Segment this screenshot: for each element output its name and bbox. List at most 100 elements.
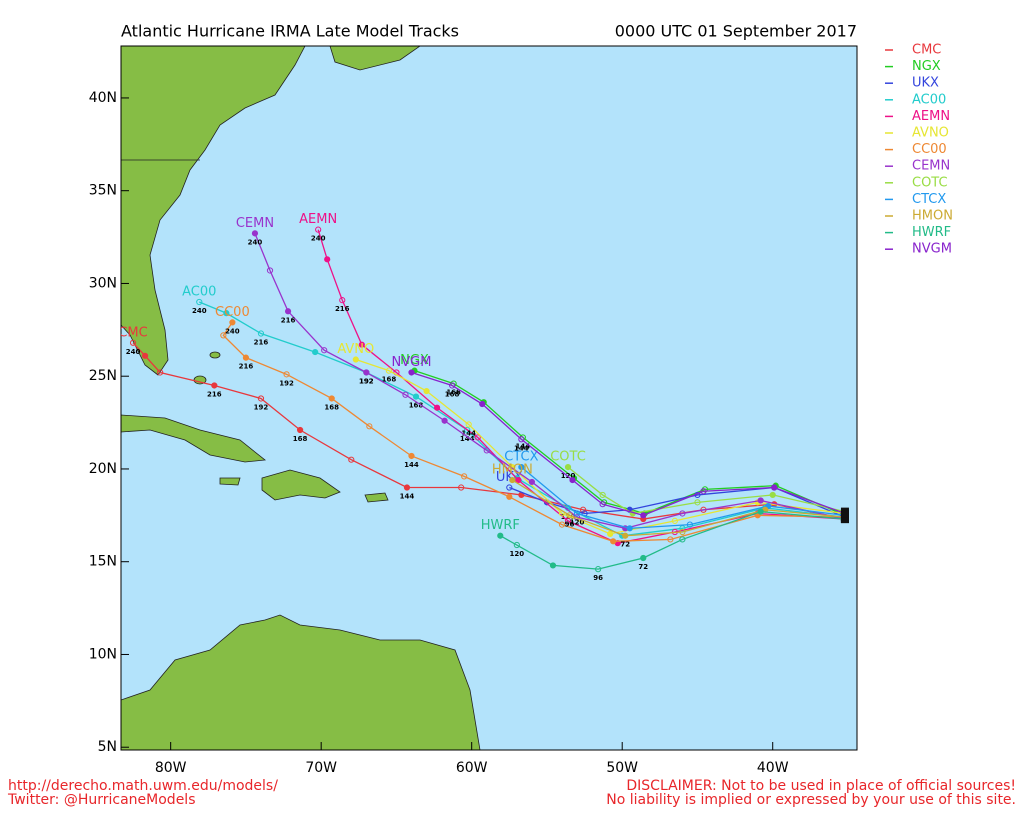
- track-point: [474, 434, 481, 441]
- hour-label: 216: [239, 363, 254, 371]
- track-point: [257, 395, 265, 402]
- track-point: [403, 484, 411, 491]
- track-point: [700, 488, 707, 495]
- track-line: [254, 233, 846, 529]
- track-start: [840, 515, 849, 524]
- hour-label: 168: [446, 389, 461, 397]
- legend-label: HWRF: [912, 225, 951, 240]
- track-point: [483, 447, 490, 454]
- track-point: [321, 347, 328, 354]
- legend-label: NGX: [912, 59, 941, 74]
- map-area: [121, 46, 857, 750]
- track-point: [251, 230, 259, 237]
- track-point: [679, 510, 686, 517]
- hour-label: 240: [192, 307, 207, 315]
- track-point: [339, 297, 346, 304]
- track-point: [328, 395, 335, 402]
- track-point: [220, 332, 227, 339]
- track-name: AEMN: [299, 212, 337, 227]
- track-point: [667, 536, 674, 543]
- hour-label: 216: [281, 316, 296, 324]
- hour-label: 120: [510, 550, 525, 558]
- track-point: [408, 452, 415, 460]
- track-point: [141, 352, 149, 359]
- footer-twitter: Twitter: @HurricaneModels: [7, 792, 196, 808]
- hour-label: 168: [409, 402, 424, 410]
- track-point: [509, 476, 516, 484]
- hour-label: 216: [207, 390, 222, 398]
- track-point: [607, 530, 614, 537]
- footer-url: http://derecho.math.uwm.edu/models/: [8, 778, 278, 794]
- track-point: [223, 310, 230, 317]
- track-point: [757, 497, 764, 504]
- track-point: [686, 521, 694, 528]
- track-point: [312, 348, 319, 356]
- track-name: COTC: [550, 450, 586, 465]
- x-tick-label: 50W: [606, 760, 638, 776]
- track-point: [528, 478, 535, 486]
- legend-label: HMON: [912, 209, 953, 224]
- hour-label: 144: [460, 435, 475, 443]
- track-point: [610, 538, 617, 545]
- track-line: [499, 510, 846, 570]
- track-line: [414, 370, 846, 516]
- track-point: [449, 382, 456, 389]
- track-point: [464, 426, 471, 434]
- jamaica: [219, 477, 241, 486]
- track-point: [461, 473, 468, 480]
- y-tick-label: 20N: [89, 461, 117, 477]
- track-point: [315, 226, 322, 233]
- footer-disclaimer: DISCLAIMER: Not to be used in place of o…: [626, 778, 1016, 794]
- track-point: [352, 356, 359, 363]
- hour-label: 144: [516, 442, 531, 450]
- puerto-rico: [364, 492, 389, 503]
- nova-scotia: [329, 46, 421, 71]
- y-tick-label: 40N: [89, 90, 117, 106]
- hour-label: 192: [359, 377, 374, 385]
- hour-label: 72: [638, 563, 648, 571]
- bahamas: [209, 351, 221, 359]
- legend-label: UKX: [912, 76, 939, 91]
- legend-label: CC00: [912, 142, 947, 157]
- hour-label: 96: [565, 520, 575, 528]
- track-point: [129, 339, 137, 346]
- track-point: [549, 562, 557, 569]
- track-point: [402, 391, 409, 398]
- y-tick-label: 5N: [98, 739, 117, 755]
- hour-label: 120: [570, 518, 585, 526]
- legend-label: AEMN: [912, 109, 950, 124]
- hour-label: 216: [254, 339, 269, 347]
- track-point: [694, 499, 701, 506]
- track-point: [513, 541, 520, 549]
- track-point: [497, 532, 504, 539]
- north-america: [121, 46, 306, 376]
- track-line: [355, 358, 846, 535]
- track-point: [458, 484, 465, 491]
- y-tick-label: 35N: [89, 183, 117, 199]
- track-point: [465, 421, 472, 428]
- y-tick-label: 15N: [89, 554, 117, 570]
- hour-label: 168: [293, 435, 308, 443]
- hour-label: 96: [593, 574, 603, 582]
- track-point: [157, 369, 164, 376]
- track-point: [573, 510, 581, 517]
- track-name: CC00: [215, 305, 250, 320]
- track-point: [441, 417, 448, 424]
- track-point: [701, 486, 709, 493]
- y-tick-label: 30N: [89, 275, 117, 291]
- track-name: AVNO: [337, 342, 374, 357]
- track-point: [626, 525, 633, 532]
- track-point: [479, 400, 486, 408]
- track-point: [433, 404, 441, 411]
- hour-label: 144: [514, 444, 529, 452]
- hour-label: 168: [445, 390, 460, 398]
- track-name: NVGM: [392, 355, 432, 370]
- track-point: [599, 491, 606, 499]
- track-point: [640, 554, 647, 562]
- legend-label: AVNO: [912, 126, 949, 141]
- cuba: [121, 414, 267, 463]
- footer-liability: No liability is implied or expressed by …: [606, 792, 1016, 808]
- hour-label: 72: [620, 541, 630, 549]
- track-line: [222, 322, 845, 542]
- track-name: NGX: [400, 353, 429, 368]
